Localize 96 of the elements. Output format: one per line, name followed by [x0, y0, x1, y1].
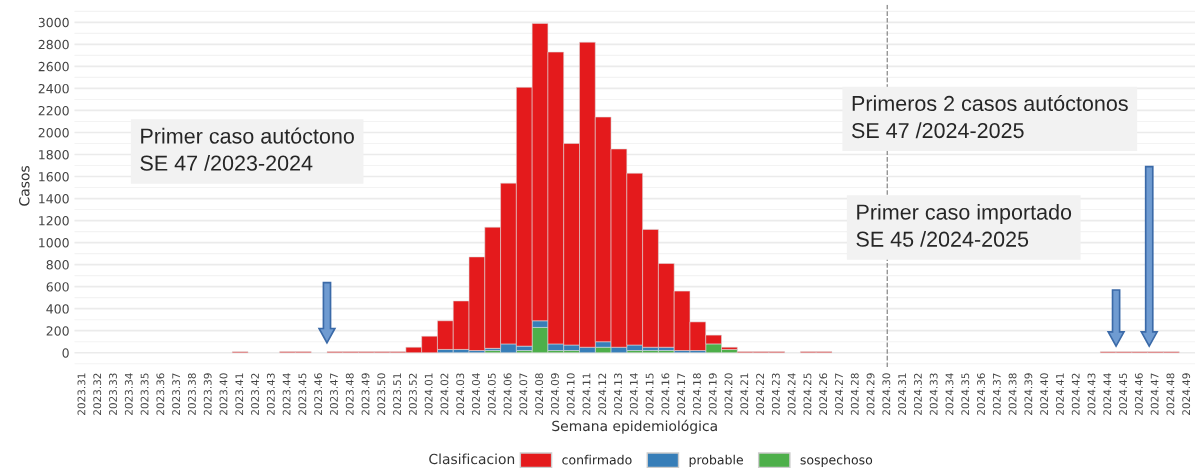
- y-tick-label: 2800: [38, 39, 69, 50]
- x-tick-label: 2023.50: [377, 373, 386, 415]
- x-tick-label: 2024.02: [440, 373, 449, 415]
- x-tick-label: 2024.11: [582, 373, 591, 415]
- y-tick-label: 1400: [39, 194, 69, 204]
- x-tick-label: 2024.09: [550, 373, 559, 415]
- x-tick-label: 2023.38: [187, 373, 196, 415]
- x-tick-label: 2024.31: [898, 373, 907, 415]
- y-tick-label: 2600: [38, 61, 69, 72]
- x-tick-label: 2023.37: [172, 373, 181, 415]
- x-tick-label: 2024.27: [835, 373, 843, 415]
- x-tick-label: 2024.25: [803, 373, 812, 415]
- x-tick-label: 2024.08: [535, 373, 544, 415]
- x-tick-label: 2024.10: [566, 373, 575, 415]
- x-tick-label: 2024.29: [866, 373, 875, 415]
- x-tick-label: 2024.35: [961, 373, 970, 415]
- x-tick-label: 2023.36: [156, 373, 165, 415]
- x-tick-label: 2024.40: [1040, 373, 1049, 415]
- x-tick-label: 2024.46: [1134, 373, 1143, 415]
- x-tick-label: 2024.48: [1166, 373, 1175, 415]
- x-tick-label: 2024.14: [629, 373, 638, 415]
- x-tick-label: 2023.45: [298, 373, 307, 415]
- y-tick-label: 3000: [38, 17, 69, 28]
- x-tick-label: 2023.31: [77, 373, 86, 415]
- x-tick-label: 2024.28: [850, 373, 859, 415]
- x-tick-label: 2023.35: [140, 373, 149, 415]
- x-tick-label: 2023.39: [203, 373, 212, 415]
- x-tick-label: 2024.20: [724, 373, 733, 415]
- x-tick-label: 2024.44: [1103, 373, 1112, 415]
- y-tick-label: 0: [62, 348, 69, 358]
- x-tick-label: 2024.04: [472, 373, 480, 415]
- annotation: Primer caso importado SE 45 /2024-2025: [856, 203, 1072, 247]
- x-tick-label: 2024.22: [756, 373, 765, 415]
- x-tick-label: 2023.46: [314, 373, 323, 415]
- x-tick-label: 2024.32: [913, 373, 922, 415]
- x-axis-title: Semana epidemiológica: [552, 419, 717, 434]
- x-tick-label: 2023.47: [330, 373, 338, 415]
- x-tick-label: 2023.42: [251, 373, 259, 415]
- x-tick-label: 2024.42: [1071, 373, 1080, 415]
- x-tick-label: 2024.33: [929, 373, 938, 415]
- x-tick-label: 2024.49: [1182, 373, 1191, 415]
- x-tick-label: 2024.18: [693, 373, 701, 415]
- x-tick-label: 2024.06: [503, 373, 512, 415]
- x-tick-label: 2024.15: [645, 373, 654, 415]
- x-tick-label: 2024.01: [424, 373, 433, 415]
- x-tick-label: 2024.17: [677, 373, 686, 415]
- x-tick-label: 2024.24: [787, 373, 796, 415]
- y-tick-label: 800: [46, 260, 69, 270]
- x-tick-label: 2024.30: [882, 373, 891, 415]
- x-tick-label: 2023.34: [124, 373, 133, 415]
- x-tick-label: 2023.48: [345, 373, 354, 415]
- y-axis-title: Casos: [19, 165, 30, 206]
- y-tick-label: 1000: [39, 238, 69, 248]
- y-tick-label: 2400: [38, 83, 69, 94]
- x-tick-label: 2023.52: [408, 373, 417, 415]
- x-tick-label: 2024.07: [519, 373, 528, 415]
- y-tick-label: 2200: [38, 105, 69, 116]
- x-tick-label: 2024.21: [740, 373, 749, 415]
- y-tick-label: 2000: [38, 127, 69, 138]
- y-tick-label: 1600: [39, 172, 69, 182]
- x-tick-label: 2023.43: [266, 373, 275, 415]
- x-tick-label: 2024.03: [456, 373, 465, 415]
- x-tick-label: 2024.26: [819, 373, 828, 415]
- legend-label: probable: [689, 454, 743, 467]
- x-tick-label: 2024.34: [945, 373, 954, 415]
- x-tick-label: 2024.41: [1055, 373, 1064, 415]
- x-tick-label: 2024.23: [771, 373, 780, 415]
- y-tick-label: 200: [46, 326, 69, 336]
- x-tick-label: 2024.12: [598, 373, 607, 415]
- annotation: Primer caso autóctono SE 47 /2023-2024: [140, 127, 354, 171]
- legend-label: confirmado: [562, 454, 632, 465]
- x-tick-label: 2024.37: [992, 373, 1001, 415]
- legend-label: sospechoso: [800, 454, 873, 467]
- x-tick-label: 2023.44: [282, 373, 291, 415]
- x-tick-label: 2024.13: [614, 373, 622, 415]
- x-tick-label: 2023.33: [109, 373, 117, 415]
- y-tick-label: 1800: [39, 149, 69, 160]
- y-tick-label: 400: [46, 304, 69, 314]
- x-tick-label: 2023.41: [235, 373, 244, 415]
- x-tick-label: 2023.51: [393, 373, 402, 415]
- x-tick-label: 2023.49: [361, 373, 370, 415]
- x-tick-label: 2024.38: [1008, 373, 1017, 415]
- annotation: Primeros 2 casos autóctonos SE 47 /2024-2025: [851, 95, 1128, 139]
- x-tick-label: 2024.39: [1024, 373, 1033, 415]
- y-tick-label: 1200: [39, 216, 69, 226]
- x-tick-label: 2023.32: [93, 373, 102, 415]
- y-tick-label: 600: [46, 282, 69, 292]
- x-tick-label: 2024.43: [1087, 373, 1096, 415]
- x-tick-label: 2024.47: [1150, 373, 1159, 415]
- x-tick-label: 2024.16: [661, 373, 670, 415]
- x-tick-label: 2024.36: [977, 373, 985, 415]
- x-tick-label: 2024.05: [487, 373, 496, 415]
- x-tick-label: 2024.45: [1119, 373, 1127, 415]
- x-tick-label: 2023.40: [219, 373, 228, 415]
- x-tick-label: 2024.19: [708, 373, 717, 415]
- legend-title: Clasificacion: [429, 453, 515, 465]
